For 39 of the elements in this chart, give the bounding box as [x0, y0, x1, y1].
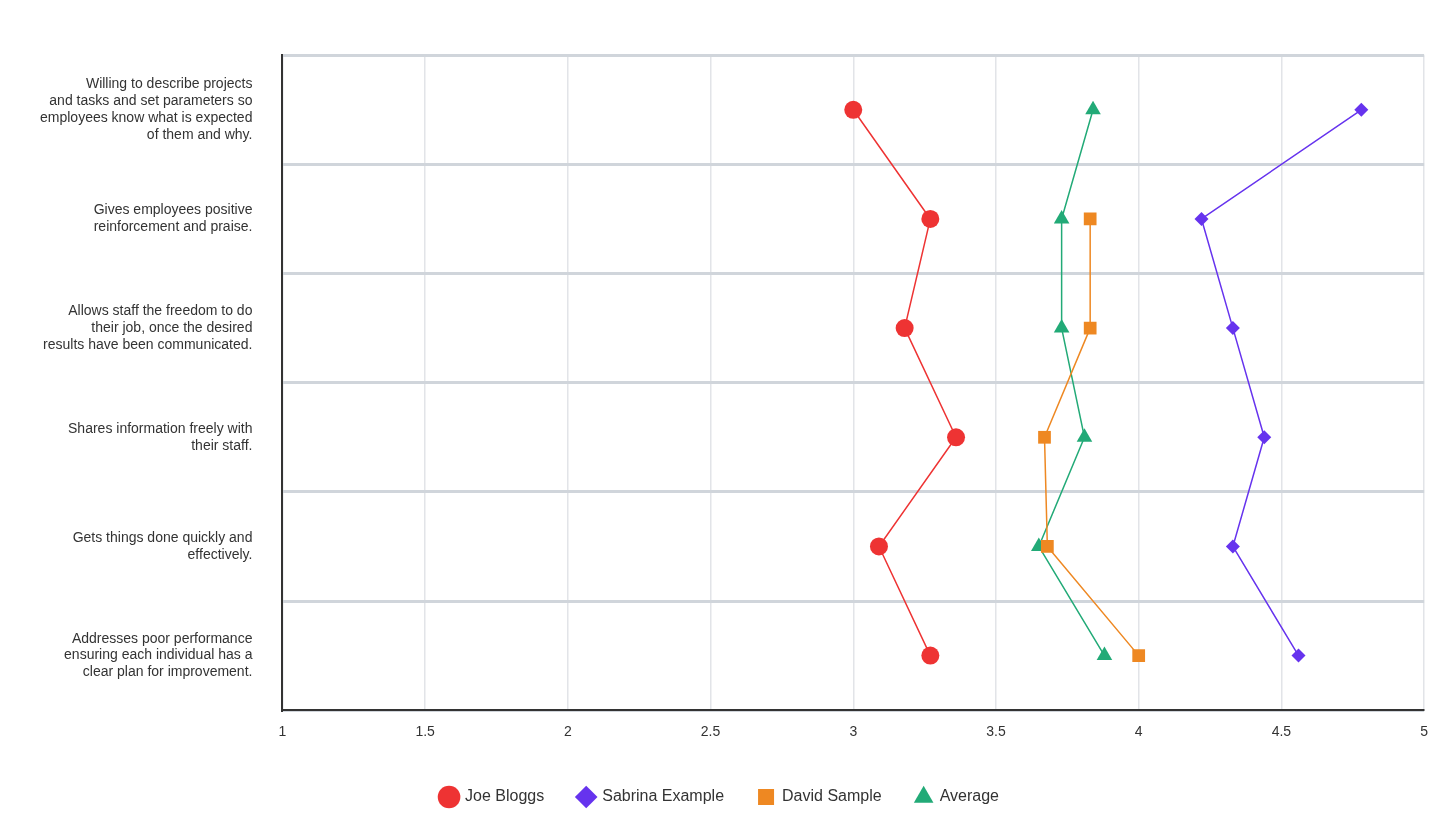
point: [1085, 100, 1101, 115]
y-tick-label: Gets things done quickly and effectively.: [72, 528, 253, 562]
point: [1053, 319, 1070, 333]
y-tick-label: Shares information freely with their staff.: [68, 419, 253, 453]
point: [1257, 430, 1272, 445]
legend-label: David Sample: [782, 787, 882, 805]
point: [1225, 539, 1240, 554]
point: [1083, 212, 1097, 226]
x-tick-label: 2.5: [700, 723, 721, 740]
y-tick-label: Allows staff the freedom to do their job, once the desired results have been communicated.: [43, 302, 253, 352]
x-tick-label: 5: [1420, 723, 1429, 740]
y-tick-label: Addresses poor performance ensuring each individual has a clear plan for improvement.: [64, 629, 253, 680]
x-tick-label: 3.5: [986, 723, 1006, 740]
x-tick-label: 4.5: [1271, 723, 1292, 740]
point: [921, 646, 940, 665]
y-tick-label: Gives employees positive reinforcement and praise.: [93, 201, 253, 235]
point: [921, 209, 940, 228]
legend-label: Joe Bloggs: [465, 787, 545, 805]
x-tick-label: 4: [1134, 723, 1143, 740]
x-tick-label: 2: [563, 723, 572, 740]
legend-label: Average: [939, 787, 1000, 805]
x-tick-label: 1.5: [415, 723, 436, 740]
point: [1038, 430, 1051, 444]
point: [844, 100, 863, 119]
point: [1083, 321, 1097, 335]
point: [895, 319, 914, 338]
point: [1354, 102, 1369, 117]
point: [1040, 540, 1054, 553]
point: [1194, 211, 1209, 226]
y-tick-label: Willing to describe projects and tasks and set parameters so employees know what is expected of them and why.: [39, 75, 253, 142]
x-tick-label: 3: [849, 723, 858, 740]
point: [1291, 648, 1306, 663]
point: [947, 428, 966, 447]
point: [1132, 649, 1146, 662]
legend-label: Sabrina Example: [602, 787, 725, 805]
x-tick-label: 1: [278, 723, 287, 740]
point: [869, 537, 888, 556]
point: [1225, 321, 1240, 336]
point: [1053, 209, 1070, 224]
